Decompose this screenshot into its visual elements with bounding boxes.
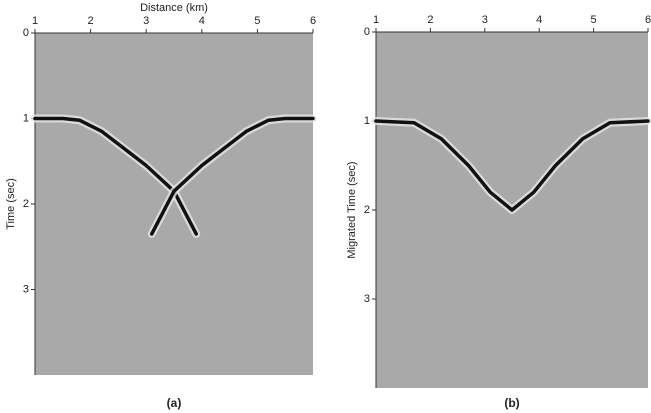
y-tick-label: 0 [364,26,370,38]
y-axis-label: Migrated Time (sec) [346,161,358,258]
x-tick-label: 1 [32,15,38,27]
y-axis-label: Time (sec) [5,178,17,230]
x-tick-label: 2 [88,15,94,27]
caption: (b) [504,396,519,410]
event-line [33,116,198,236]
event-line [374,119,650,212]
x-tick-label: 2 [427,14,433,26]
y-tick-label: 3 [23,283,29,295]
y-tick-label: 3 [364,293,370,305]
y-tick-label: 2 [364,204,370,216]
x-axis-label: Distance (km) [140,2,208,14]
x-tick-label: 5 [591,14,597,26]
y-tick-label: 1 [23,112,29,124]
x-tick-label: 1 [373,14,379,26]
x-tick-label: 4 [199,15,205,27]
x-tick-label: 6 [310,15,316,27]
y-tick-label: 1 [364,115,370,127]
y-tick-label: 2 [23,198,29,210]
x-tick-label: 3 [143,15,149,27]
plot-area [35,33,313,375]
x-tick-label: 5 [254,15,260,27]
event-line [150,116,315,236]
x-tick-label: 6 [645,14,651,26]
x-tick-label: 4 [536,14,542,26]
y-tick-label: 0 [23,27,29,39]
x-tick-label: 3 [482,14,488,26]
caption: (a) [167,396,182,410]
